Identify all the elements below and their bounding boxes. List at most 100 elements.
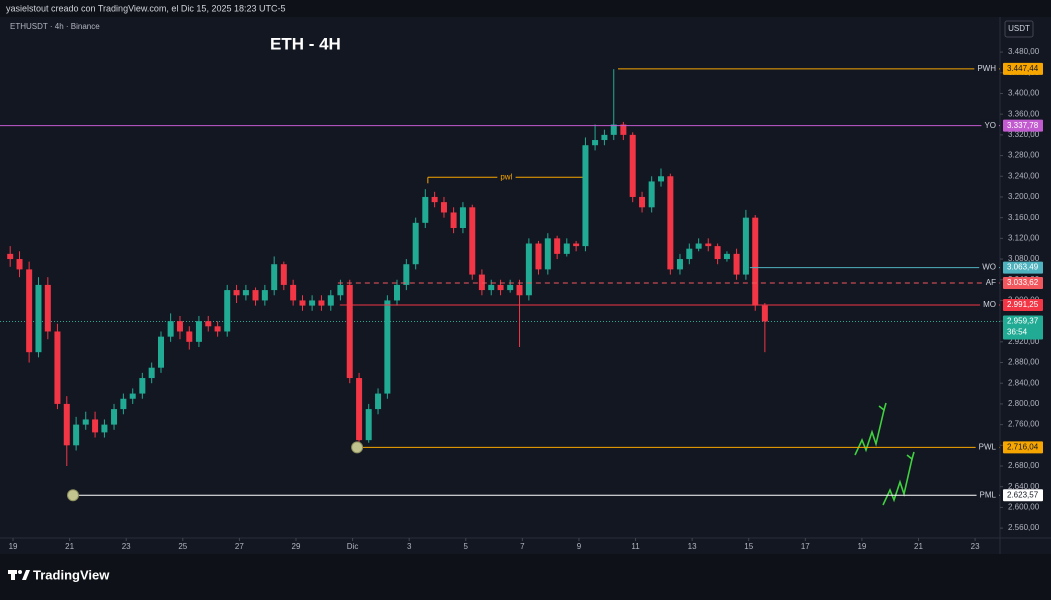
level-label-box [1003,441,1043,454]
footer-brand: TradingView [33,567,110,582]
candle-body [629,134,636,197]
x-tick-label: 3 [407,542,412,551]
candle-body [412,222,419,265]
candle-body [544,238,551,270]
y-tick-label: 2.920,00 [1008,337,1040,346]
y-tick-label: 3.200,00 [1008,192,1040,201]
candle-body [271,264,278,291]
candle-body [469,207,476,275]
x-tick-label: 23 [122,542,131,551]
level-label-box [1003,277,1043,290]
candle-body [327,295,334,306]
chart-title: ETH - 4H [270,34,341,53]
candle-body [54,331,61,404]
x-tick-label: 29 [292,542,301,551]
y-tick-label: 3.320,00 [1008,130,1040,139]
level-label-box [1003,298,1043,311]
level-name-bg [976,489,1000,502]
candle-body [497,284,504,291]
x-tick-label: 5 [464,542,469,551]
candle-body [7,253,14,260]
candle-body [554,238,561,254]
x-tick-label: 9 [577,542,582,551]
level-label-box [1003,261,1043,274]
candle-body [403,264,410,285]
candle-body [176,321,183,332]
level-name: WO [982,263,996,272]
x-tick-label: 21 [65,542,74,551]
candle-body [658,176,665,182]
candle-body [507,284,514,291]
candle-body [639,196,646,208]
level-name-bg [974,62,1000,75]
level-name-bg [979,261,999,274]
candle-body [139,378,146,394]
last-price-box [1003,315,1043,340]
y-tick-label: 3.080,00 [1008,254,1040,263]
candle-body [592,140,599,146]
y-tick-label: 2.880,00 [1008,358,1040,367]
candle-body [242,290,249,296]
candle-body [195,321,202,342]
logo [8,570,30,580]
candle-body [158,336,165,368]
x-tick-label: 25 [178,542,187,551]
candle-body [365,409,372,441]
candle-body [346,284,353,379]
countdown: 36:54 [1007,328,1028,337]
candle-body [16,259,23,270]
candle-body [723,253,730,260]
level-label-box [1003,489,1043,502]
y-tick-label: 3.480,00 [1008,47,1040,56]
y-tick-label: 2.760,00 [1008,420,1040,429]
candle-body [714,246,721,260]
y-tick-label: 2.680,00 [1008,461,1040,470]
level-label: 2.716,04 [1007,442,1039,451]
y-tick-label: 2.640,00 [1008,482,1040,491]
symbol: ETHUSDT · 4h · Binance [10,22,100,31]
candle-body [582,145,589,247]
last-price-label: 2.959,37 [1007,317,1039,326]
candle-body [261,290,268,301]
x-tick-label: 13 [688,542,697,551]
level-dot [67,489,80,502]
level-name-bg [981,119,999,132]
candle-body [695,243,702,249]
header: yasielstout creado con TradingView.com, … [6,3,285,13]
candle-body [120,398,127,410]
annotation-bg [497,172,516,182]
candle-body [167,321,174,337]
level-name-bg [980,298,999,311]
level-name-bg [975,441,1000,454]
candle-body [525,243,532,296]
level-label: 3.033,62 [1007,278,1039,287]
candle-body [290,284,297,301]
level-label-box [1003,62,1043,75]
x-tick-label: 19 [9,542,18,551]
candle-body [620,124,627,135]
candle-body [214,326,221,332]
level-label: 3.063,49 [1007,263,1039,272]
candle-body [63,403,70,446]
candle-body [44,284,51,332]
candle-body [318,300,325,306]
currency-box [1004,20,1034,38]
candle-body [563,243,570,254]
x-tick-label: 7 [520,542,525,551]
candle-body [648,181,655,208]
x-tick-label: 23 [971,542,980,551]
candle-body [573,243,580,247]
y-tick-label: 3.280,00 [1008,151,1040,160]
candle-body [252,290,259,301]
candle-body [148,367,155,379]
y-tick-label: 3.360,00 [1008,109,1040,118]
annotation-text: pwl [500,172,512,181]
candle-body [686,248,693,260]
level-name: PWH [977,64,996,73]
y-tick-label: 2.800,00 [1008,399,1040,408]
candle-body [667,176,674,270]
y-tick-label: 3.400,00 [1008,89,1040,98]
level-name: AF [986,278,996,287]
candle-body [224,290,231,332]
